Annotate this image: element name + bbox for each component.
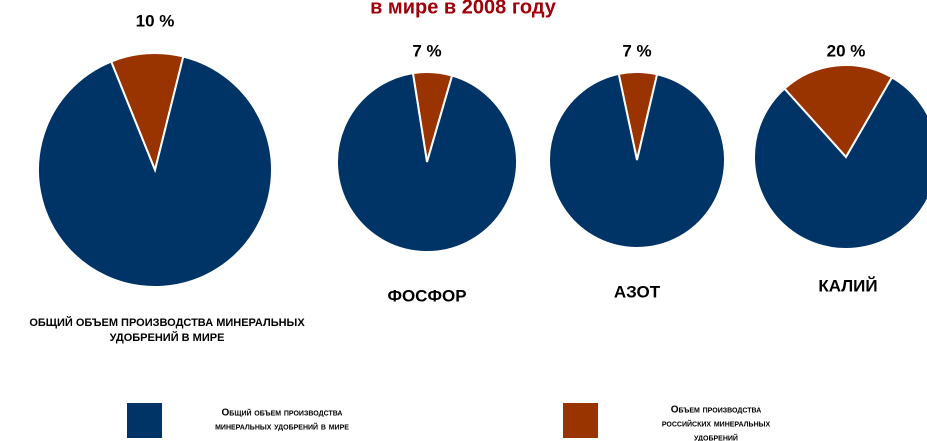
pie-title: АЗОТ [614, 282, 661, 301]
pie-slice [336, 71, 518, 253]
chart-title: в мире в 2008 году [370, 0, 557, 18]
pie-slice [753, 75, 927, 250]
legend-label: российских минеральных [662, 419, 771, 430]
pie-slice [783, 64, 894, 159]
pie-slice [109, 52, 185, 174]
value-label: 10 % [136, 11, 175, 30]
legend-swatch [127, 403, 162, 438]
pie-title: КАЛИЙ [818, 276, 877, 295]
pie-title: ФОСФОР [387, 286, 466, 305]
value-label: 7 % [622, 41, 651, 60]
pie-slice [37, 55, 273, 288]
legend-label: Объем производства [671, 405, 762, 416]
pie-title: ОБЩИЙ ОБЪЕМ ПРОИЗВОДСТВА МИНЕРАЛЬНЫХ [29, 316, 305, 329]
legend-label: удобрений [694, 433, 738, 441]
legend-label: минеральных удобрений в мире [215, 422, 349, 433]
pie-title: УДОБРЕНИЙ В МИРЕ [110, 331, 225, 344]
value-label: 20 % [827, 41, 866, 60]
legend-label: Общий объем производства [222, 408, 343, 419]
value-label: 7 % [412, 41, 441, 60]
legend-swatch [563, 403, 598, 438]
pie-slice [548, 72, 726, 249]
